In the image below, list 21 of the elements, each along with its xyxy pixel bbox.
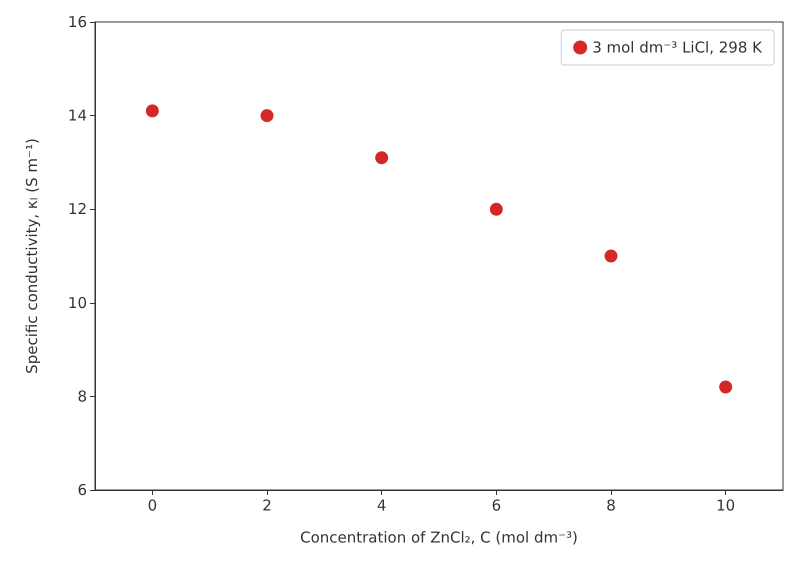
y-tick-label: 16 [68,13,87,31]
x-axis-title: Concentration of ZnCl₂, C (mol dm⁻³) [300,528,578,546]
y-tick-label: 14 [68,106,87,125]
point [146,104,159,118]
x-tick-label: 6 [492,496,502,514]
point [604,250,618,262]
x-tick-label: 4 [376,496,386,514]
x-tick-label: 10 [716,496,736,514]
point [490,202,503,216]
point [719,380,732,394]
x-tick-label: 0 [148,496,158,514]
point [260,109,274,122]
y-axis-title: Specific conductivity, κl (S m⁻¹) [23,138,41,374]
x-tick-label: 2 [262,496,272,514]
y-tick-label: 8 [77,387,87,406]
y-tick-label: 12 [68,200,87,218]
point [375,151,388,164]
x-tick-label: 8 [606,496,616,514]
y-tick-label: 6 [77,481,87,499]
legend-label: 3 mol dm⁻³ LiCl, 298 K [592,38,764,56]
y-tick-label: 10 [68,294,87,312]
